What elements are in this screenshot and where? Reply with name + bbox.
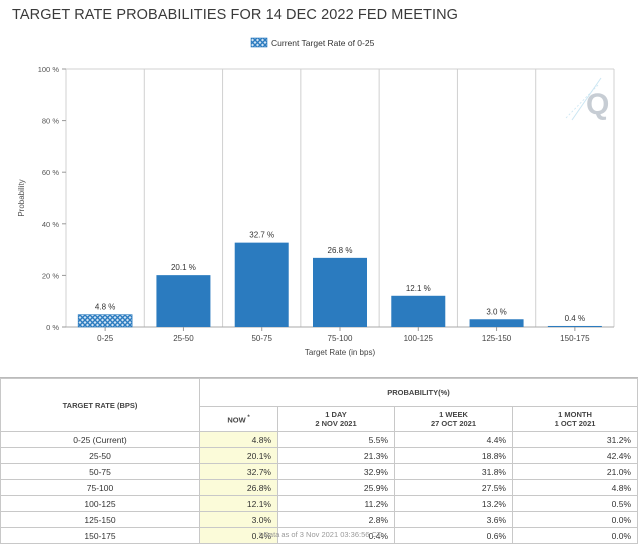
y-tick-label: 60 % <box>42 168 59 177</box>
data-label: 0.4 % <box>565 314 585 323</box>
data-label: 3.0 % <box>486 307 506 316</box>
table-row: 100-125 12.1% 11.2% 13.2% 0.5% <box>0 495 638 512</box>
probability-cell: 18.8% <box>394 447 513 464</box>
bar-0-25 <box>77 314 133 328</box>
bar-50-75 <box>234 242 289 327</box>
probability-cell: 32.7% <box>199 463 278 480</box>
table-row: 25-50 20.1% 21.3% 18.8% 42.4% <box>0 447 638 464</box>
column-header-date: 27 OCT 2021 <box>430 418 477 428</box>
table-row: 75-100 26.8% 25.9% 27.5% 4.8% <box>0 479 638 496</box>
probability-header: PROBABILITY(%) <box>199 378 638 407</box>
grid-lines <box>65 68 615 327</box>
probability-cell: 4.8% <box>512 479 638 496</box>
y-tick-label: 20 % <box>42 271 59 280</box>
x-tick-label: 50-75 <box>251 334 272 343</box>
probability-cell: 21.3% <box>277 447 395 464</box>
probability-cell: 20.1% <box>199 447 278 464</box>
bar-150-175 <box>547 325 602 327</box>
probability-cell: 11.2% <box>277 495 395 512</box>
data-label: 4.8 % <box>95 303 115 312</box>
probability-cell: 12.1% <box>199 495 278 512</box>
data-label: 12.1 % <box>406 284 431 293</box>
x-tick-label: 100-125 <box>404 334 434 343</box>
column-header: 1 WEEK 27 OCT 2021 <box>394 405 513 433</box>
bar-75-100 <box>313 257 367 327</box>
y-tick-label: 100 % <box>38 65 60 74</box>
probability-cell: 0.4% <box>199 527 278 544</box>
x-tick-label: 25-50 <box>173 334 194 343</box>
legend[interactable]: Current Target Rate of 0-25 <box>250 37 375 48</box>
probability-cell: 3.0% <box>199 511 278 528</box>
rate-cell: 50-75 <box>0 463 200 480</box>
watermark-letter: Q <box>586 88 609 121</box>
rate-cell: 125-150 <box>0 511 200 528</box>
x-tick-label: 0-25 <box>97 334 114 343</box>
probability-cell: 27.5% <box>394 479 513 496</box>
rate-cell: 75-100 <box>0 479 200 496</box>
bars <box>77 242 602 328</box>
probability-cell: 26.8% <box>199 479 278 496</box>
bar-100-125 <box>391 295 446 327</box>
table-row: 150-175 0.4% 0.4% 0.6% 0.0% <box>0 527 638 544</box>
probability-table: TARGET RATE (BPS) PROBABILITY(%) NOW * 1 … <box>0 378 638 544</box>
rate-cell: 25-50 <box>0 447 200 464</box>
y-tick-label: 80 % <box>42 117 59 126</box>
data-timestamp-footnote: * Data as of 3 Nov 2021 03:36:56 CT <box>258 530 382 539</box>
legend-swatch <box>250 37 268 48</box>
probability-cell: 32.9% <box>277 463 395 480</box>
probability-cell: 25.9% <box>277 479 395 496</box>
data-label: 26.8 % <box>328 246 353 255</box>
table-row: 0-25 (Current) 4.8% 5.5% 4.4% 31.2% <box>0 431 638 448</box>
probability-cell: 4.4% <box>394 431 513 448</box>
column-header-line1: 1 MONTH <box>558 409 592 419</box>
data-label: 20.1 % <box>171 263 196 272</box>
column-header-line1: NOW <box>227 415 246 424</box>
x-tick-label: 75-100 <box>328 334 353 343</box>
y-axis-label: Probability <box>17 179 26 216</box>
column-header: 1 MONTH 1 OCT 2021 <box>512 405 638 433</box>
column-header-line1: 1 WEEK <box>439 409 468 419</box>
legend-label: Current Target Rate of 0-25 <box>271 38 375 48</box>
probability-cell: 13.2% <box>394 495 513 512</box>
column-header: NOW * <box>199 405 278 433</box>
column-header: 1 DAY 2 NOV 2021 <box>277 405 395 433</box>
q-watermark-icon: Q <box>565 77 609 121</box>
probability-cell: 2.8% <box>277 511 395 528</box>
probability-cell: 42.4% <box>512 447 638 464</box>
bar-125-150 <box>469 319 524 327</box>
column-header-footnote-mark: * <box>245 414 250 421</box>
probability-bar-chart: 0 % 20 % 40 % 60 % 80 % 100 % Probability 0-25 2… <box>17 37 615 357</box>
rate-header: TARGET RATE (BPS) <box>0 378 200 432</box>
data-label: 32.7 % <box>249 231 274 240</box>
column-header-line1: 1 DAY <box>325 409 347 419</box>
labels: 4.8 % 20.1 % 32.7 % 26.8 % 12.1 % 3.0 % 0.4 % <box>95 231 585 323</box>
rate-cell: 100-125 <box>0 495 200 512</box>
probability-cell: 0.5% <box>512 495 638 512</box>
probability-cell: 0.0% <box>512 511 638 528</box>
page-title: TARGET RATE PROBABILITIES FOR 14 DEC 202… <box>12 7 459 23</box>
column-header-date: 1 OCT 2021 <box>554 418 596 428</box>
probability-cell: 5.5% <box>277 431 395 448</box>
x-tick-label: 150-175 <box>560 334 590 343</box>
x-axis-label: Target Rate (in bps) <box>305 348 376 357</box>
probability-cell: 4.8% <box>199 431 278 448</box>
table-row: 125-150 3.0% 2.8% 3.6% 0.0% <box>0 511 638 528</box>
probability-table-container: TARGET RATE (BPS) PROBABILITY(%) NOW * 1 … <box>0 377 638 544</box>
y-tick-label: 40 % <box>42 220 59 229</box>
table-row: 50-75 32.7% 32.9% 31.8% 21.0% <box>0 463 638 480</box>
probability-cell: 31.2% <box>512 431 638 448</box>
column-header-date: 2 NOV 2021 <box>315 418 357 428</box>
x-tick-label: 125-150 <box>482 334 512 343</box>
probability-cell: 3.6% <box>394 511 513 528</box>
y-tick-label: 0 % <box>46 323 59 332</box>
bar-25-50 <box>156 275 211 327</box>
rate-cell: 0-25 (Current) <box>0 431 200 448</box>
probability-cell: 31.8% <box>394 463 513 480</box>
probability-cell: 21.0% <box>512 463 638 480</box>
